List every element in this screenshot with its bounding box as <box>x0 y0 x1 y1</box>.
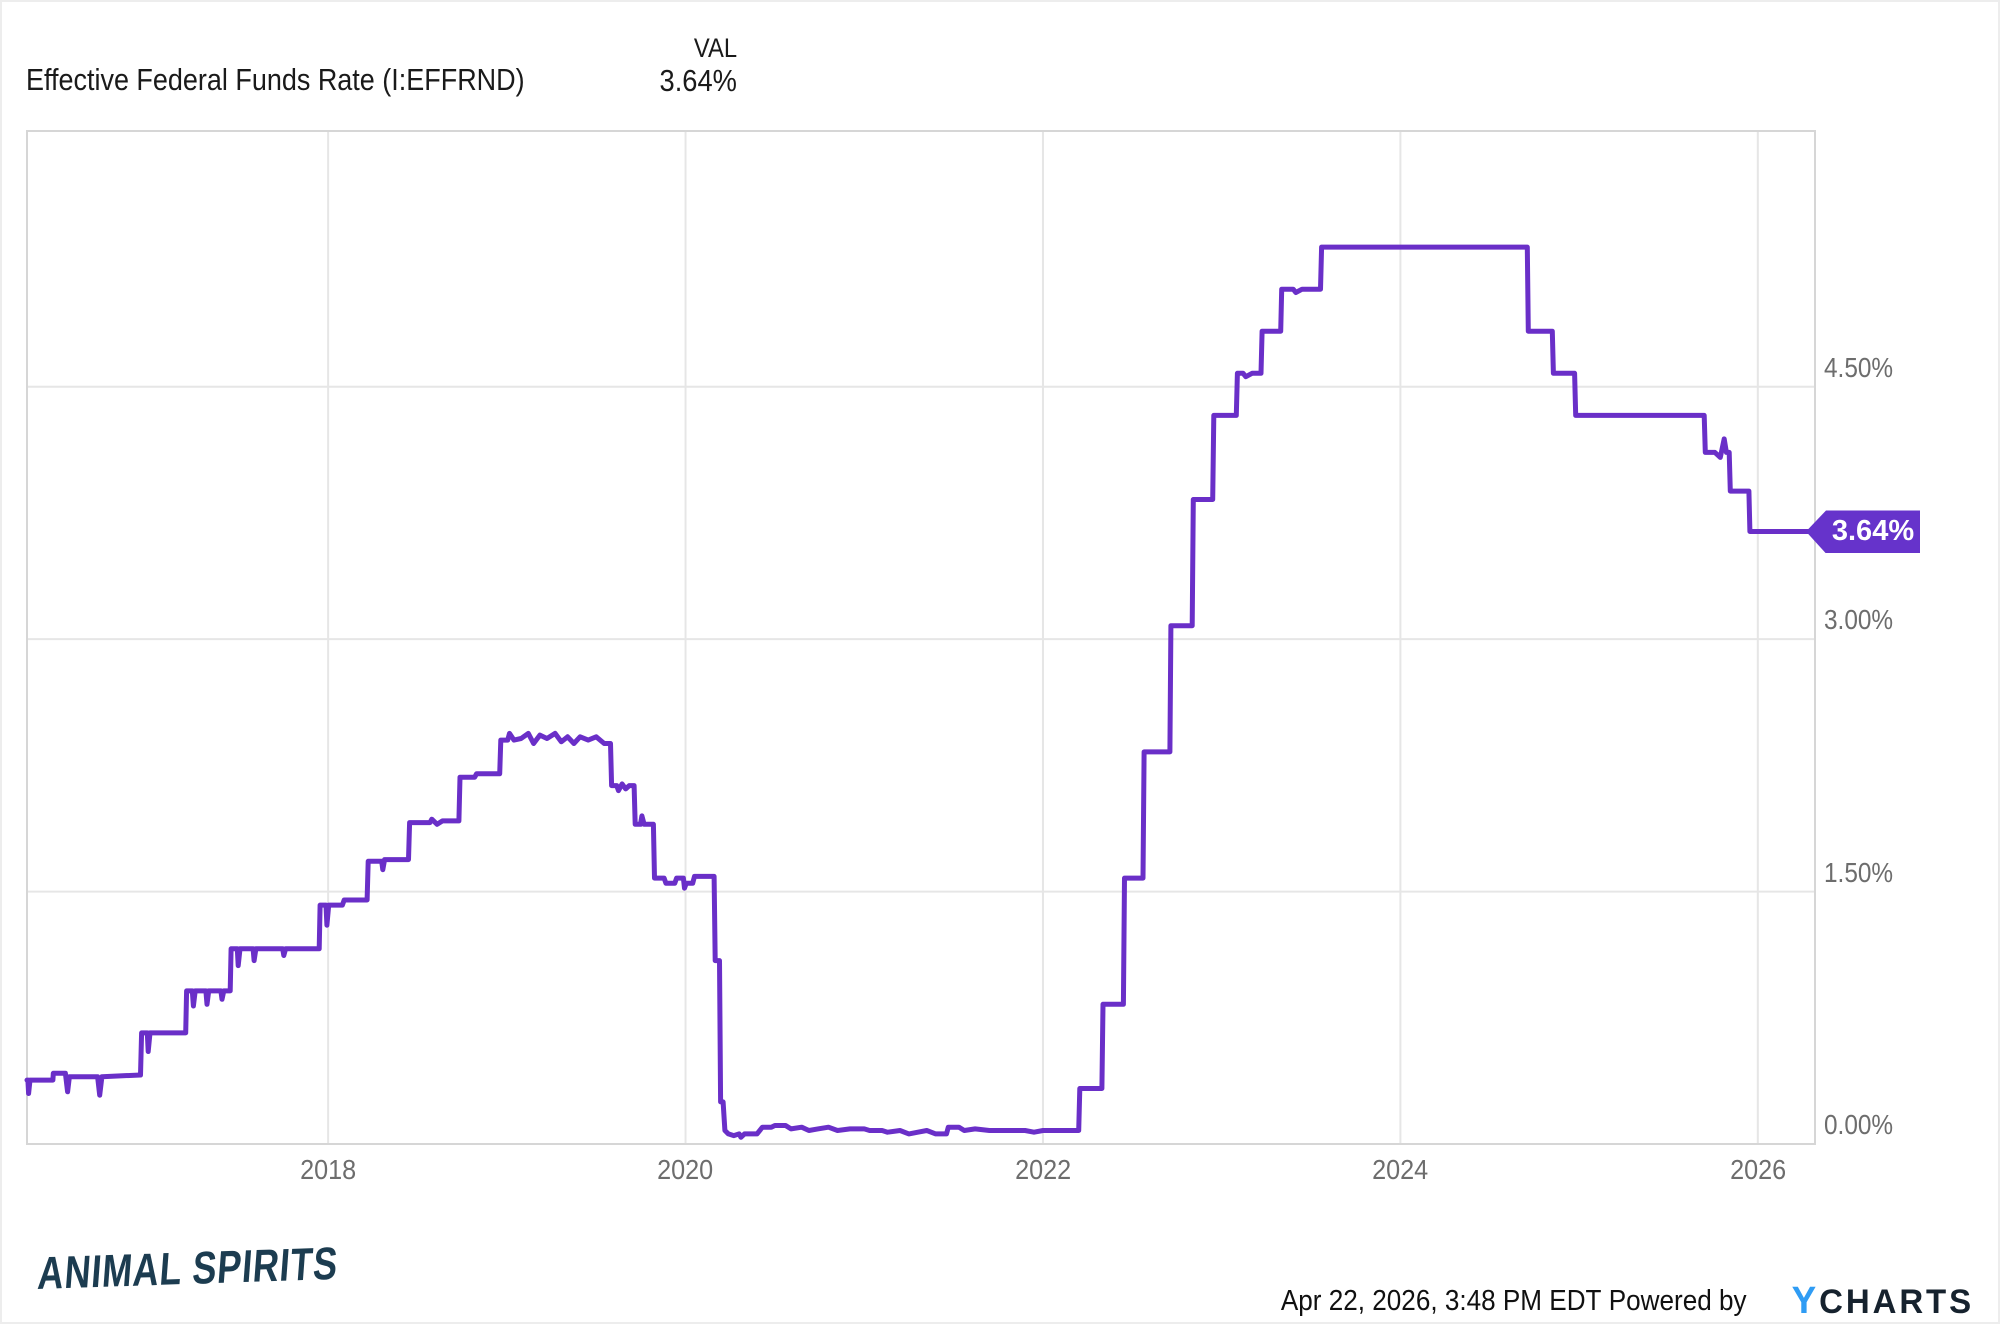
last-value-badge-label: 3.64% <box>1831 515 1915 548</box>
val-current-value: 3.64% <box>659 63 737 98</box>
animal-spirits-logo: ANIMAL SPIRITS <box>36 1236 341 1299</box>
chart-title-text: Effective Federal Funds Rate (I:EFFRND) <box>26 62 525 97</box>
x-axis-tick-label: 2020 <box>657 1154 714 1185</box>
y-axis-tick-label: 1.50% <box>1824 856 1894 888</box>
effr-series-line <box>24 244 1818 1140</box>
y-axis-tick-label: 3.00% <box>1824 604 1894 636</box>
ycharts-logo-y: Y <box>1791 1279 1820 1322</box>
ycharts-logo: YCHARTS <box>1792 1280 1974 1323</box>
x-axis-tick-label: 2018 <box>300 1154 357 1185</box>
x-axis-tick-label: 2022 <box>1014 1154 1071 1185</box>
x-axis-tick-label: 2024 <box>1372 1154 1429 1185</box>
chart-title: Effective Federal Funds Rate (I:EFFRND) <box>26 60 599 100</box>
ycharts-logo-charts: CHARTS <box>1819 1282 1974 1321</box>
y-axis-tick-label: 0.00% <box>1824 1109 1894 1140</box>
timestamp: Apr 22, 2026, 3:48 PM EDT Powered by <box>1280 1284 1747 1317</box>
x-axis-tick-label: 2026 <box>1729 1154 1786 1185</box>
y-axis-tick-label: 4.50% <box>1824 351 1894 383</box>
plot-border <box>26 130 1816 1145</box>
last-value-badge: 3.64% <box>1806 510 1920 554</box>
val-column-header: VAL <box>693 33 737 63</box>
footer: Apr 22, 2026, 3:48 PM EDT Powered by YCH… <box>1255 1280 1975 1322</box>
